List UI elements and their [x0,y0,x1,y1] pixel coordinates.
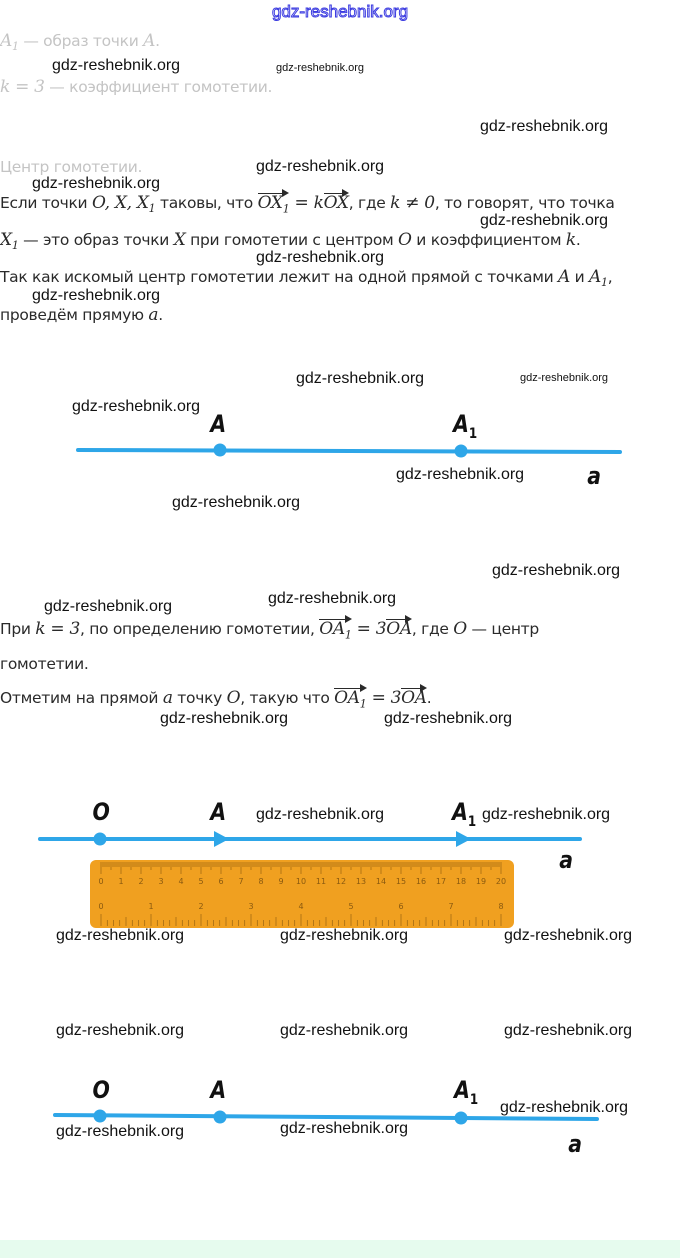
label-A-2: A [210,798,227,826]
label-A1-2: A1 [452,798,477,830]
bottom-band [0,1240,680,1258]
header-watermark[interactable]: gdz-reshebnik.org [271,2,409,22]
watermark: gdz-reshebnik.org [480,212,609,229]
label-a-3: a [568,1130,582,1158]
k3-line: При k = 3, по определению гомотетии, OA1… [0,615,539,642]
ruler-cm-label: 18 [456,877,466,886]
watermark: gdz-reshebnik.org [172,494,301,511]
watermark: gdz-reshebnik.org [520,372,609,384]
watermark: gdz-reshebnik.org [280,927,409,944]
watermark: gdz-reshebnik.org [276,62,365,74]
ruler-cm-label: 14 [376,877,386,886]
watermark: gdz-reshebnik.org [396,466,525,483]
watermark: gdz-reshebnik.org [52,57,181,74]
k3-line-2: гомотетии. [0,655,89,673]
label-A-1: A [210,410,227,438]
watermark: gdz-reshebnik.org [56,1022,185,1039]
ruler-cm-label: 6 [218,877,223,886]
watermark: gdz-reshebnik.org [504,1022,633,1039]
ruler-cm-label: 2 [138,877,143,886]
watermark: gdz-reshebnik.org [56,1123,185,1140]
ruler[interactable]: 0 1 2 3 4 5 6 7 8 9 10 11 12 13 14 15 16 17 18 19 200 1 2 3 4 5 6 7… [90,860,514,928]
ruler-cm-label: 19 [476,877,486,886]
watermark: gdz-reshebnik.org [268,590,397,607]
ruler-cm-label: 11 [316,877,326,886]
point-A-1 [213,443,227,457]
label-a-1: a [587,462,601,490]
point-O-3 [93,1109,107,1123]
mark-O-line: Отметим на прямой a точку O, такую что O… [0,684,432,711]
ruler-cm-label: 10 [296,877,306,886]
ruler-inch-label: 2 [198,902,203,911]
watermark: gdz-reshebnik.org [160,710,289,727]
label-A1-1: A1 [453,410,478,442]
label-a-2: a [559,846,573,874]
ruler-cm-label: 4 [178,877,183,886]
watermark: gdz-reshebnik.org [492,562,621,579]
ruler-cm-label: 13 [356,877,366,886]
ruler-cm-label: 5 [198,877,203,886]
watermark: gdz-reshebnik.org [44,598,173,615]
ruler-cm-label: 15 [396,877,406,886]
watermark: gdz-reshebnik.org [384,710,513,727]
ruler-inch-label: 4 [298,902,303,911]
label-O-2: O [92,798,110,826]
coefficient-line: k = 3 — коэффициент гомотетии. [0,77,273,97]
watermark: gdz-reshebnik.org [56,927,185,944]
point-A-3 [213,1110,227,1124]
ruler-cm-label: 12 [336,877,346,886]
ruler-cm-label: 0 [98,877,103,886]
image-line: A1 — образ точки A. [0,31,160,54]
point-A1-1 [454,444,468,458]
ruler-inch-label: 8 [498,902,503,911]
ruler-cm-label: 17 [436,877,446,886]
arrow-A-2 [214,831,229,847]
watermark: gdz-reshebnik.org [256,806,385,823]
definition-line-1: Если точки O, X, X1 таковы, что OX1 = kO… [0,189,615,216]
ruler-cm-label: 7 [238,877,243,886]
ruler-inch-label: 7 [448,902,453,911]
label-O-3: O [92,1076,110,1104]
watermark: gdz-reshebnik.org [482,806,611,823]
draw-line-text: проведём прямую a. [0,305,163,325]
ruler-inch-label: 6 [398,902,403,911]
watermark: gdz-reshebnik.org [296,370,425,387]
line-a-3 [53,1113,599,1121]
label-A1-3: A1 [454,1076,479,1108]
ruler-inch-label: 1 [148,902,153,911]
label-A-3: A [210,1076,227,1104]
ruler-inch-label: 3 [248,902,253,911]
watermark: gdz-reshebnik.org [480,118,609,135]
watermark: gdz-reshebnik.org [256,249,385,266]
ruler-cm-label: 1 [118,877,123,886]
ruler-cm-label: 9 [278,877,283,886]
line-a-1 [76,448,622,454]
ruler-cm-label: 16 [416,877,426,886]
center-heading: Центр гомотетии. [0,158,143,176]
watermark: gdz-reshebnik.org [280,1120,409,1137]
watermark: gdz-reshebnik.org [504,927,633,944]
ruler-cm-label: 3 [158,877,163,886]
watermark: gdz-reshebnik.org [32,175,161,192]
watermark: gdz-reshebnik.org [280,1022,409,1039]
ruler-inch-label: 5 [348,902,353,911]
ruler-inch-label: 0 [98,902,103,911]
watermark: gdz-reshebnik.org [72,398,201,415]
reason-line: Так как искомый центр гомотетии лежит на… [0,267,613,290]
point-O-2 [93,832,107,846]
arrow-A1-2 [456,831,471,847]
watermark: gdz-reshebnik.org [256,158,385,175]
definition-line-2: X1 — это образ точки X при гомотетии с ц… [0,230,581,253]
watermark: gdz-reshebnik.org [500,1099,629,1116]
point-A1-3 [454,1111,468,1125]
ruler-cm-label: 20 [496,877,506,886]
ruler-cm-label: 8 [258,877,263,886]
watermark: gdz-reshebnik.org [32,287,161,304]
